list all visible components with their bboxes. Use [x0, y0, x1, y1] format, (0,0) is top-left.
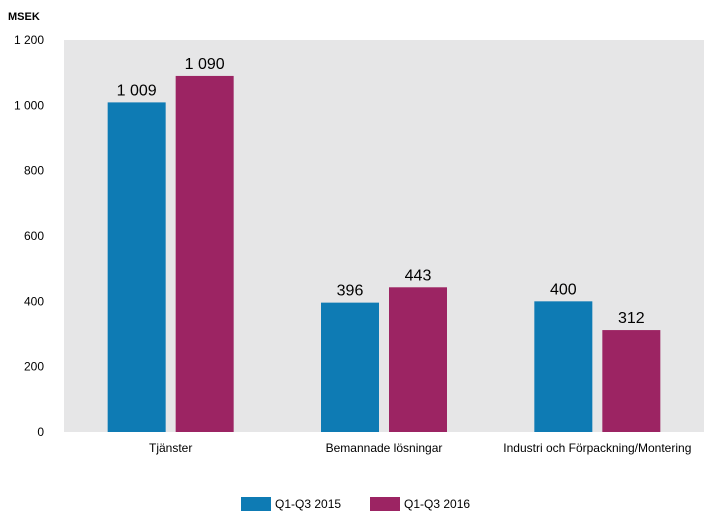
- y-tick-label: 600: [24, 229, 44, 243]
- bar-series-2: [602, 330, 661, 432]
- legend-label-series-2: Q1-Q3 2016: [404, 497, 471, 511]
- y-axis-unit-label: MSEK: [8, 11, 40, 23]
- bar-series-1: [107, 102, 166, 432]
- data-label: 1 090: [185, 56, 225, 73]
- legend-swatch-series-2: [370, 497, 400, 511]
- data-label: 400: [550, 281, 577, 298]
- data-label: 312: [618, 310, 645, 327]
- y-tick-label: 400: [24, 294, 44, 308]
- y-tick-label: 1 200: [14, 33, 44, 47]
- x-category-label: Bemannade lösningar: [326, 441, 443, 455]
- y-tick-label: 800: [24, 164, 44, 178]
- data-label: 443: [405, 267, 432, 284]
- data-label: 1 009: [117, 82, 157, 99]
- legend: Q1-Q3 2015 Q1-Q3 2016: [0, 497, 704, 511]
- legend-label-series-1: Q1-Q3 2015: [275, 497, 342, 511]
- bar-series-1: [321, 302, 379, 432]
- x-category-label: Industri och Förpackning/Montering: [503, 441, 691, 455]
- y-tick-label: 200: [24, 360, 44, 374]
- bar-series-2: [389, 287, 447, 432]
- data-label: 396: [337, 283, 364, 300]
- y-tick-label: 1 000: [14, 98, 44, 112]
- plot-background: [64, 40, 704, 432]
- legend-swatch-series-1: [241, 497, 271, 511]
- bar-series-1: [534, 301, 593, 432]
- y-tick-label: 0: [37, 425, 44, 439]
- bar-chart: 0 200 400 600 800 1 000 1 200 1 009 1 090 Tjänste…: [14, 33, 704, 455]
- bar-series-2: [175, 75, 234, 432]
- legend-item-series-1: Q1-Q3 2015: [241, 497, 341, 511]
- x-category-label: Tjänster: [149, 441, 192, 455]
- legend-item-series-2: Q1-Q3 2016: [370, 497, 470, 511]
